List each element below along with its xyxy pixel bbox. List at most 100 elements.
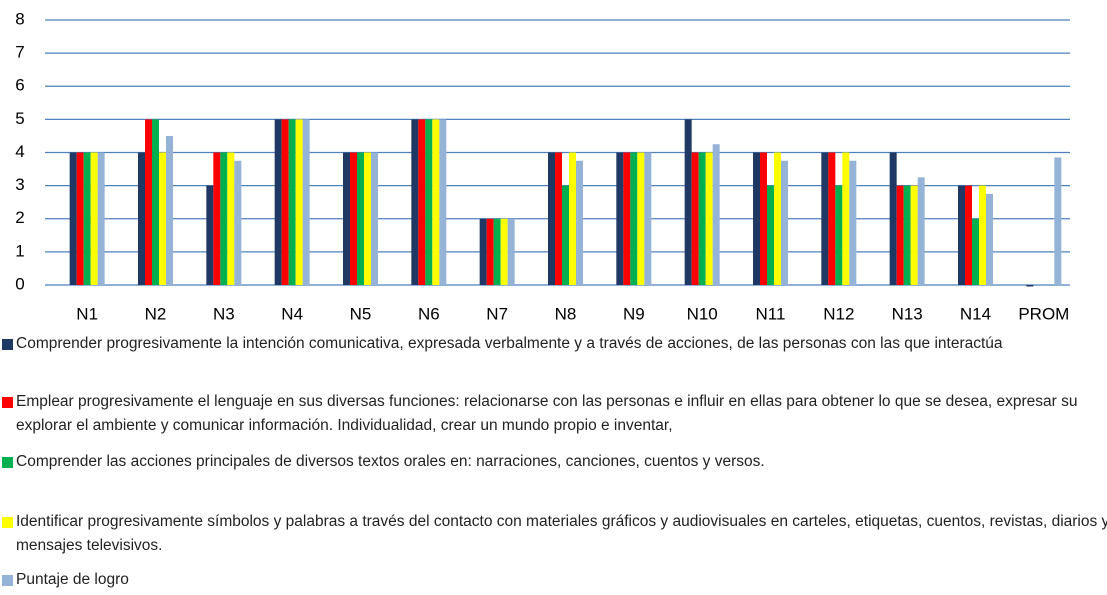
bar [705,152,713,285]
bar [979,185,986,285]
bar [274,119,282,285]
y-tick-label: 7 [15,43,24,62]
bar [965,185,972,285]
legend-label: Comprender progresivamente la intención … [16,335,1003,352]
bar [986,193,993,285]
bar [910,185,918,285]
bar [295,119,303,285]
bar [234,160,242,285]
x-tick-label: N10 [687,304,718,323]
bar [821,152,829,285]
bar [479,218,487,285]
legend-swatch [2,575,13,586]
bar [493,218,501,285]
bar [166,135,173,285]
legend-swatch [2,457,13,468]
bar [425,119,433,285]
bar [302,119,310,285]
bar [281,119,289,285]
y-tick-label: 1 [15,241,24,260]
bar [432,119,440,285]
legend-swatch [2,397,13,408]
y-tick-label: 4 [15,142,24,161]
y-tick-label: 5 [15,109,24,128]
legend-item: Emplear progresivamente el lenguaje en s… [2,390,1107,438]
y-tick-label: 0 [15,274,24,293]
bar [69,152,77,285]
legend-label: Emplear progresivamente el lenguaje en s… [16,393,1078,434]
bar [371,152,378,285]
bar [903,185,911,285]
bar [411,119,419,285]
bar [97,152,105,285]
bar [507,218,515,285]
legend-label: Comprender las acciones principales de d… [16,453,765,470]
bar [1026,285,1034,287]
bar [753,152,760,285]
x-tick-label: PROM [1018,304,1069,323]
bar [486,218,494,285]
bar [842,152,850,285]
bar [623,152,631,285]
bar [227,152,235,285]
y-tick-label: 3 [15,175,24,194]
x-tick-label: N5 [350,304,372,323]
bar [357,152,364,285]
bar [637,152,645,285]
bar [90,152,98,285]
legend-label: Identificar progresivamente símbolos y p… [16,513,1107,554]
bar [288,119,296,285]
bar [138,152,145,285]
x-tick-label: N12 [823,304,854,323]
bar [972,218,979,285]
bar [576,160,583,285]
x-tick-label: N3 [213,304,235,323]
x-tick-label: N6 [418,304,440,323]
bar [849,160,857,285]
bar [76,152,84,285]
bar [835,185,843,285]
bar [712,144,720,285]
x-tick-label: N11 [756,304,786,323]
bar [958,185,965,285]
legend-item: Puntaje de logro [2,568,1107,592]
bar [364,152,371,285]
y-tick-label: 2 [15,208,24,227]
bar [760,152,767,285]
bar [350,152,357,285]
legend-label: Puntaje de logro [16,571,129,588]
x-tick-label: N2 [145,304,167,323]
y-tick-label: 6 [15,76,24,95]
bar [220,152,228,285]
bar [691,152,699,285]
x-tick-label: N4 [281,304,303,323]
x-tick-label: N13 [892,304,923,323]
bar [616,152,624,285]
x-tick-label: N1 [76,304,98,323]
bar [213,152,221,285]
bar [630,152,638,285]
bar [152,119,159,285]
bar [828,152,836,285]
bar [500,218,508,285]
bar [917,177,925,285]
x-tick-label: N14 [960,304,991,323]
bar [548,152,555,285]
bar [159,152,166,285]
bar [206,185,214,285]
legend-swatch [2,517,13,528]
bar [569,152,576,285]
legend-item: Comprender progresivamente la intención … [2,332,1107,356]
x-tick-label: N9 [623,304,645,323]
bar [896,185,904,285]
bar [343,152,350,285]
x-tick-label: N8 [555,304,577,323]
bar [555,152,562,285]
bar [774,152,781,285]
bar [698,152,706,285]
legend-item: Identificar progresivamente símbolos y p… [2,510,1107,558]
bar [562,185,569,285]
bar [145,119,152,285]
legend-swatch [2,339,13,350]
